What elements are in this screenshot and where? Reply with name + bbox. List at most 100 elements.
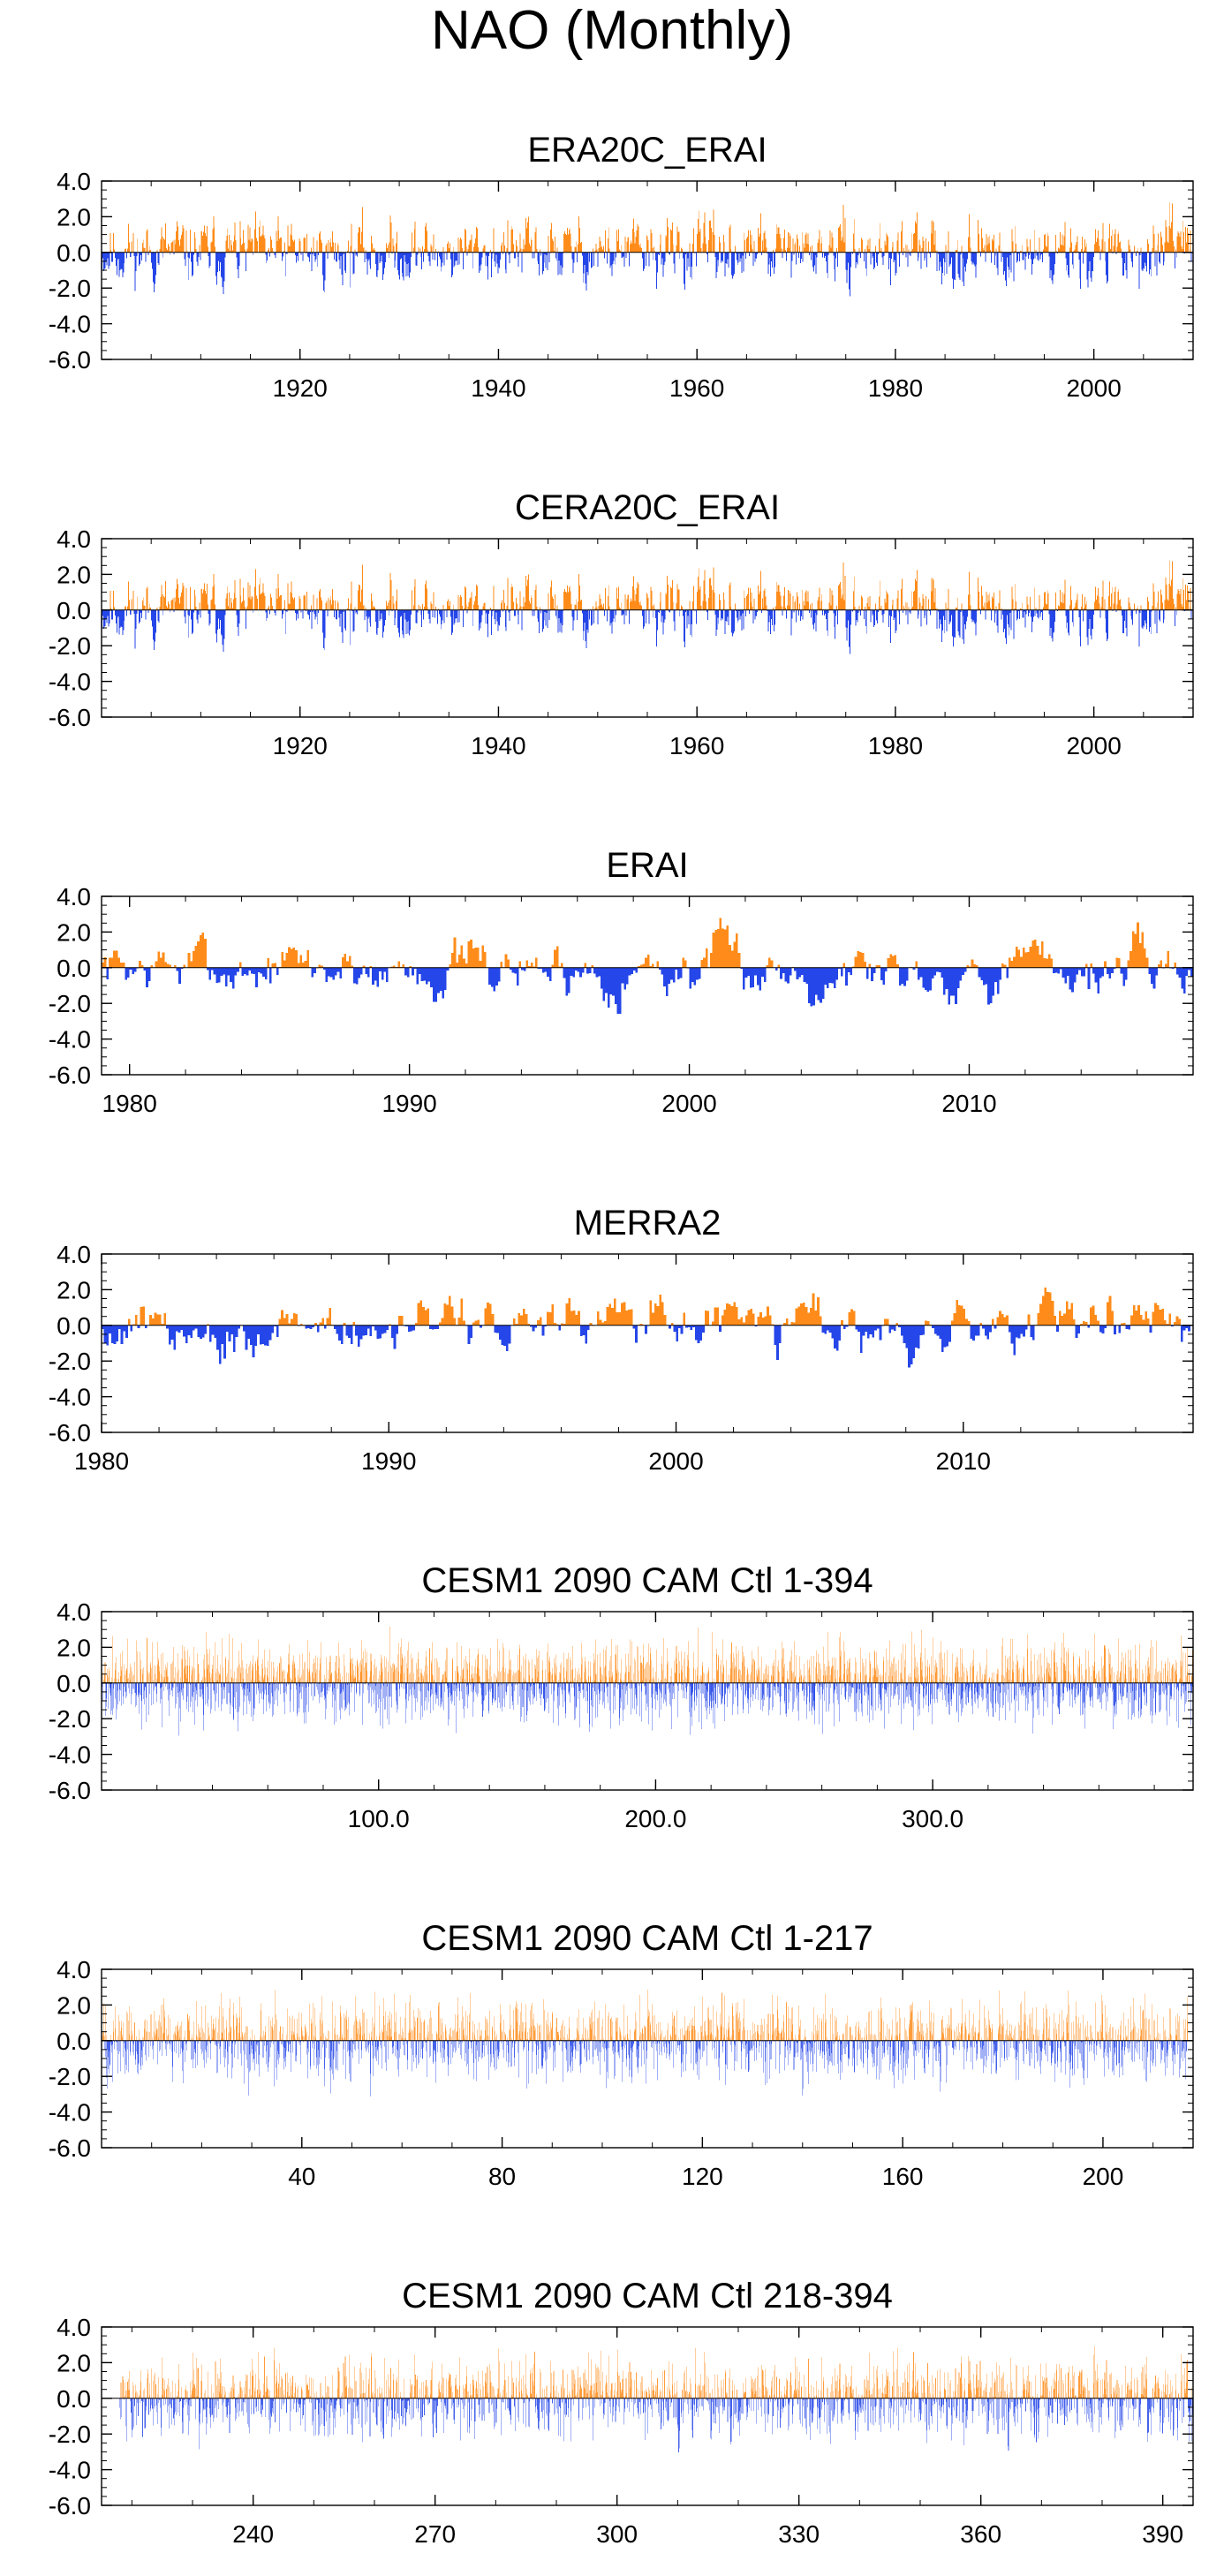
negative-bar	[782, 967, 785, 973]
positive-bar	[289, 604, 291, 610]
positive-bar	[770, 960, 774, 968]
negative-bar	[939, 609, 941, 629]
positive-bar	[461, 238, 463, 253]
positive-bar	[758, 585, 759, 610]
negative-bar	[756, 252, 758, 260]
positive-bar	[861, 952, 865, 968]
positive-bar	[852, 1311, 856, 1326]
negative-bar	[570, 967, 573, 977]
positive-bar	[576, 241, 578, 253]
positive-bar	[419, 1300, 423, 1326]
positive-bar	[1110, 236, 1112, 253]
negative-bar	[1125, 252, 1127, 270]
negative-bar	[903, 967, 906, 986]
negative-bar	[727, 252, 729, 260]
positive-bar	[164, 962, 167, 968]
negative-bar	[828, 967, 832, 984]
negative-bar	[918, 252, 919, 258]
negative-bar	[855, 609, 857, 626]
negative-bar	[104, 609, 106, 627]
negative-bar	[238, 609, 240, 623]
positive-bar	[516, 603, 518, 610]
positive-bar	[185, 230, 187, 253]
positive-bar	[853, 219, 855, 253]
positive-bar	[965, 1318, 968, 1326]
positive-bar	[838, 226, 840, 253]
negative-bar	[786, 252, 787, 261]
positive-bar	[916, 212, 918, 253]
negative-bar	[955, 967, 957, 1005]
negative-bar	[362, 1325, 366, 1336]
negative-bar	[732, 252, 734, 279]
positive-bar	[427, 607, 428, 610]
negative-bar	[824, 252, 826, 256]
positive-bar	[752, 606, 753, 610]
positive-bar	[330, 238, 332, 253]
positive-bar	[127, 248, 128, 253]
negative-bar	[958, 609, 960, 636]
negative-bar	[656, 609, 658, 631]
negative-bar	[396, 1325, 398, 1334]
positive-bar	[896, 598, 898, 610]
negative-bar	[1069, 967, 1072, 990]
negative-bar	[725, 609, 727, 621]
negative-bar	[336, 1325, 339, 1334]
negative-bar	[612, 967, 615, 996]
positive-bar	[885, 602, 887, 610]
positive-bar	[291, 593, 293, 610]
positive-bar	[552, 596, 554, 610]
negative-bar	[615, 609, 616, 623]
negative-bar	[726, 252, 728, 265]
negative-bar	[374, 252, 376, 264]
negative-bar	[898, 609, 900, 613]
positive-bar	[1026, 238, 1028, 253]
positive-bar	[142, 1306, 145, 1326]
negative-bar	[112, 609, 114, 620]
negative-bar	[755, 609, 757, 616]
negative-bar	[625, 967, 629, 985]
negative-bar	[813, 252, 815, 266]
positive-bar	[1050, 958, 1054, 968]
positive-bar	[828, 245, 830, 253]
positive-bar	[1027, 246, 1029, 253]
positive-bar	[840, 588, 842, 610]
negative-bar	[673, 252, 675, 264]
negative-bar	[689, 967, 691, 989]
negative-bar	[336, 252, 337, 262]
positive-bar	[764, 588, 766, 610]
positive-bar	[574, 246, 576, 253]
negative-bar	[481, 252, 483, 258]
positive-bar	[1117, 591, 1119, 610]
negative-bar	[891, 1325, 894, 1330]
positive-bar	[477, 1319, 480, 1326]
positive-bar	[747, 593, 748, 610]
negative-bar	[876, 252, 877, 263]
positive-bar	[518, 250, 520, 253]
negative-bar	[940, 252, 941, 262]
positive-bar	[395, 966, 398, 968]
negative-bar	[975, 252, 977, 278]
negative-bar	[890, 252, 892, 259]
positive-bar	[556, 247, 558, 253]
positive-bar	[914, 590, 916, 610]
positive-bar	[636, 588, 638, 610]
positive-bar	[700, 959, 704, 968]
positive-bar	[765, 238, 767, 253]
positive-bar	[934, 587, 936, 610]
positive-bar	[231, 608, 233, 610]
positive-bar	[667, 218, 669, 253]
positive-bar	[242, 244, 244, 253]
positive-bar	[1114, 229, 1116, 253]
positive-bar	[1055, 235, 1057, 253]
positive-bar	[896, 240, 898, 253]
positive-bar	[1163, 1320, 1167, 1326]
negative-bar	[545, 252, 547, 268]
positive-bar	[235, 598, 237, 610]
positive-bar	[305, 238, 306, 253]
negative-bar	[1135, 609, 1137, 615]
negative-bar	[847, 252, 849, 271]
positive-bar	[279, 596, 281, 610]
negative-bar	[191, 609, 193, 620]
negative-bar	[1142, 609, 1144, 630]
negative-bar	[964, 252, 966, 268]
